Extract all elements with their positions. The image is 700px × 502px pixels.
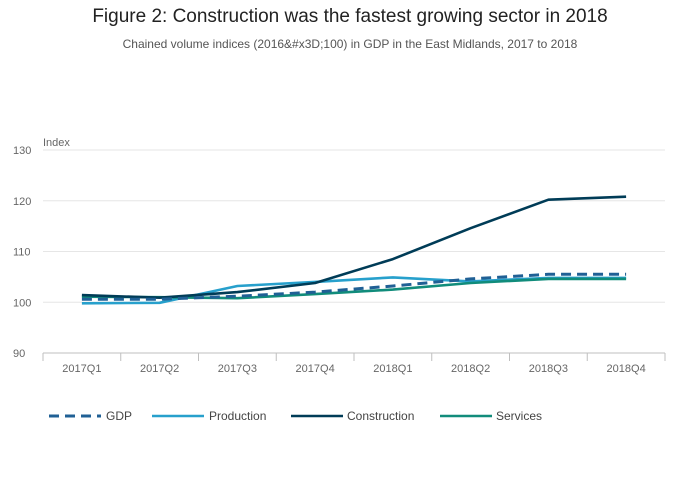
grid-lines <box>43 149 665 354</box>
chart-subtitle: Chained volume indices (2016&#x3D;100) i… <box>122 37 578 51</box>
x-tick-label: 2017Q4 <box>296 363 335 375</box>
legend-label-construction: Construction <box>347 409 414 423</box>
x-tick-label: 2018Q1 <box>373 363 412 375</box>
legend-label-services: Services <box>496 409 542 423</box>
chart-title: Figure 2: Construction was the fastest g… <box>92 6 608 27</box>
x-tick-label: 2017Q2 <box>140 363 179 375</box>
x-tick-label: 2017Q3 <box>218 363 257 375</box>
legend-label-production: Production <box>209 409 266 423</box>
y-tick-label: 100 <box>13 297 31 309</box>
y-tick-label: 90 <box>13 348 25 360</box>
series-line-construction <box>81 195 627 300</box>
y-tick-label: 130 <box>13 145 31 157</box>
x-tick-label: 2018Q4 <box>607 363 646 375</box>
series-line-gdp <box>81 272 627 301</box>
y-tick-label: 120 <box>13 196 31 208</box>
legend-label-gdp: GDP <box>106 409 132 423</box>
x-tick-label: 2017Q1 <box>62 363 101 375</box>
axes: 90 100 110 120 130 Index 2017Q1 2017Q2 2017Q3 201… <box>13 137 666 375</box>
legend: GDP Production Construction Services <box>49 409 542 423</box>
x-tick-label: 2018Q3 <box>529 363 568 375</box>
y-axis-label: Index <box>43 137 70 149</box>
y-tick-label: 110 <box>13 247 31 259</box>
series-lines <box>81 195 627 305</box>
x-tick-label: 2018Q2 <box>451 363 490 375</box>
